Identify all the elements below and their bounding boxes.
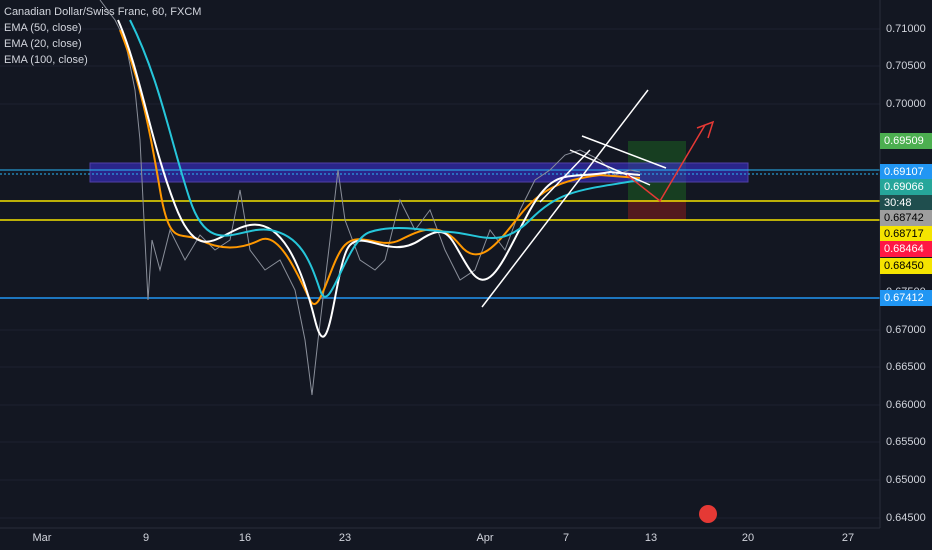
long-stop	[628, 200, 686, 220]
price-tag-label: 0.69107	[884, 166, 924, 178]
price-tick-label: 0.66500	[886, 361, 926, 373]
date-tick-label: Apr	[476, 532, 493, 544]
date-tick-label: Mar	[33, 532, 52, 544]
arrow-head	[696, 120, 715, 139]
price-tag	[880, 210, 932, 226]
date-tick-label: 16	[239, 532, 251, 544]
grid	[0, 28, 880, 519]
study-label: EMA (20, close)	[4, 38, 82, 50]
price-tag-label: 0.68464	[884, 243, 924, 255]
price-path	[99, 0, 641, 396]
price-tag-label: 0.69509	[884, 135, 924, 147]
price-tick-label: 0.67000	[886, 324, 926, 336]
projection-arrow	[626, 124, 706, 203]
study-label: EMA (100, close)	[4, 54, 88, 66]
ema-20	[119, 29, 641, 305]
price-tag	[880, 258, 932, 274]
date-tick-label: 7	[563, 532, 569, 544]
price-tag	[880, 179, 932, 195]
price-tag-label: 0.68742	[884, 212, 924, 224]
price-tick-label: 0.65500	[886, 436, 926, 448]
date-tick-label: 23	[339, 532, 351, 544]
pattern-drawings	[481, 89, 667, 308]
price-tag-label: 0.67412	[884, 292, 924, 304]
price-tag-label: 30:48	[884, 197, 912, 209]
price-tick-label: 0.66000	[886, 399, 926, 411]
symbol-title: Canadian Dollar/Swiss Franc, 60, FXCM	[4, 6, 201, 18]
price-tag	[880, 226, 932, 242]
price-tag	[880, 133, 932, 149]
study-label: EMA (50, close)	[4, 22, 82, 34]
date-tick-label: 13	[645, 532, 657, 544]
price-tag	[880, 290, 932, 306]
price-tick-label: 0.70000	[886, 98, 926, 110]
price-tag-label: 0.68717	[884, 228, 924, 240]
price-tag	[880, 164, 932, 180]
event-icon[interactable]	[699, 505, 717, 523]
price-tick-label: 0.65000	[886, 474, 926, 486]
date-tick-label: 9	[143, 532, 149, 544]
price-tick-label: 0.71000	[886, 23, 926, 35]
price-tag-label: 0.68450	[884, 260, 924, 272]
price-axis	[880, 0, 932, 550]
price-tick-label: 0.70500	[886, 60, 926, 72]
date-tick-label: 20	[742, 532, 754, 544]
price-tag	[880, 241, 932, 257]
resistance-zone	[89, 162, 749, 183]
date-tick-label: 27	[842, 532, 854, 544]
ema-100	[129, 19, 641, 298]
price-tag-label: 0.69066	[884, 181, 924, 193]
price-tick-label: 0.64500	[886, 512, 926, 524]
price-tag	[880, 195, 932, 211]
